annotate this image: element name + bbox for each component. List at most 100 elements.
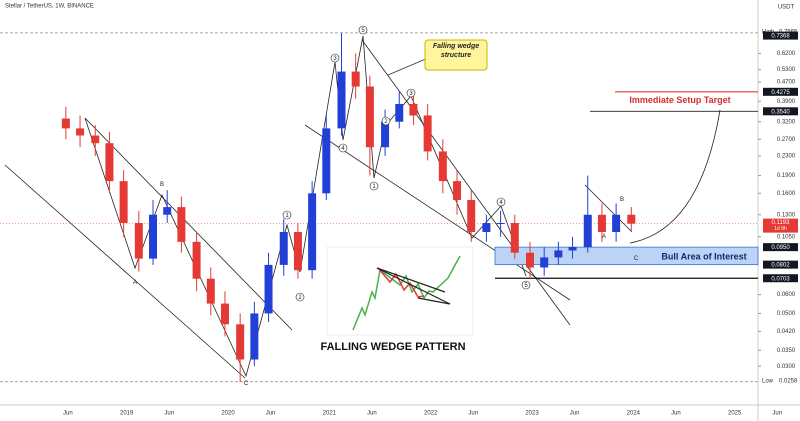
wave-label: 1 [285,213,289,219]
wave-label: 3 [409,91,413,97]
wave-label: C [244,381,249,387]
y-tick-label: 0.0350 [777,348,796,354]
candle-body [467,199,476,232]
y-tick-label: 0.6200 [777,51,796,57]
candle-body [61,118,70,129]
candle-body [496,223,505,225]
candle-body [236,324,245,360]
candle-body [220,303,229,325]
y-tick-label: 0.2300 [777,153,796,159]
y-tick-label: 0.4700 [777,80,796,86]
level-label: 0.0950 [771,245,790,251]
y-tick-label: 0.0420 [777,329,796,335]
x-tick-label: Jun [671,411,681,417]
x-tick-label: Jun [266,411,276,417]
candle-body [149,214,158,259]
candle-body [177,207,186,242]
x-tick-label: Jun [63,411,73,417]
zone-label: Bull Area of Interest [661,251,746,261]
wave-label: 5 [361,28,365,34]
wave-circle [521,280,531,290]
x-tick-label: 2024 [627,411,641,417]
wave-circle [381,116,391,126]
wave-label: A [133,280,137,286]
level-label: 0.3540 [771,109,790,115]
callout-wrap: Falling wedge structure [433,43,479,59]
wave-label: 1 [372,184,376,190]
last-price-label: 0.1193 [772,220,791,226]
candle-body [163,207,172,215]
candle-body [525,252,534,268]
candle-body [279,231,288,265]
candle-body [597,214,606,232]
candle-body [482,223,491,232]
x-tick-label: Jun [367,411,377,417]
candle-body [568,247,577,251]
x-tick-label: Jun [772,411,782,417]
x-tick-label: 2021 [323,411,337,417]
wave-circle [338,143,348,153]
level-label: 0.7368 [771,34,790,40]
wave-label: B [620,197,624,203]
x-tick-label: 2022 [424,411,438,417]
wave-circle [358,25,368,35]
header: Stellar / TetherUS, 1W, BINANCE [5,4,94,10]
candle-body [76,128,85,136]
candle-body [409,103,418,116]
level-box [763,31,798,40]
wave-label: 4 [499,200,503,206]
x-tick-label: 2025 [728,411,742,417]
wave-circle [282,210,292,220]
candle-body [91,135,100,144]
wave-label: 2 [384,119,388,125]
y-tick-label: 0.1300 [777,212,796,218]
x-tick-label: Jun [468,411,478,417]
callout-pointer [387,57,429,76]
candle-body [192,241,201,279]
y-tick-label: 0.0600 [777,292,796,298]
pattern-inset [326,246,474,336]
candle-body [612,214,621,232]
x-tick-label: Jun [570,411,580,417]
y-tick-label: 0.3900 [777,99,796,105]
candle-body [308,193,317,271]
candle-body [453,181,462,200]
pattern-title: FALLING WEDGE PATTERN [320,341,465,353]
x-tick-label: 2019 [120,411,134,417]
countdown: 1d 9h [774,226,787,232]
candle-body [293,231,302,271]
candle-body [322,128,331,194]
wave-circle [369,181,379,191]
candle-body [206,278,215,304]
wave-label: 5 [524,283,528,289]
y-tick-label: 0.0500 [777,311,796,317]
x-tick-label: Jun [164,411,174,417]
level-box [763,260,798,269]
y-tick-label: 0.2700 [777,137,796,143]
wave-circle [295,292,305,302]
wave-label: B [160,182,164,188]
candle-body [423,115,432,152]
candle-body [540,257,549,268]
y-tick-label: 0.1900 [777,173,796,179]
y-tick-label: 0.3200 [777,119,796,125]
y-tick-label: 0.1050 [777,234,796,240]
level-label: 0.0802 [771,263,790,269]
level-box [763,87,798,96]
wave-label: 3 [333,56,337,62]
candle-body [337,71,346,129]
candle-body [395,103,404,122]
y-tick-label: 0.1600 [777,191,796,197]
currency: USDT [778,5,795,11]
wave-circle [330,53,340,63]
level-box [763,243,798,252]
wave-circle [406,88,416,98]
wave-label: 2 [298,295,302,301]
wave-label: 4 [341,146,345,152]
candle-body [134,223,143,259]
candle-body [438,151,447,182]
wave-label: C [634,256,639,262]
candle-body [250,313,259,360]
y-tick-label: 0.5300 [777,67,796,73]
